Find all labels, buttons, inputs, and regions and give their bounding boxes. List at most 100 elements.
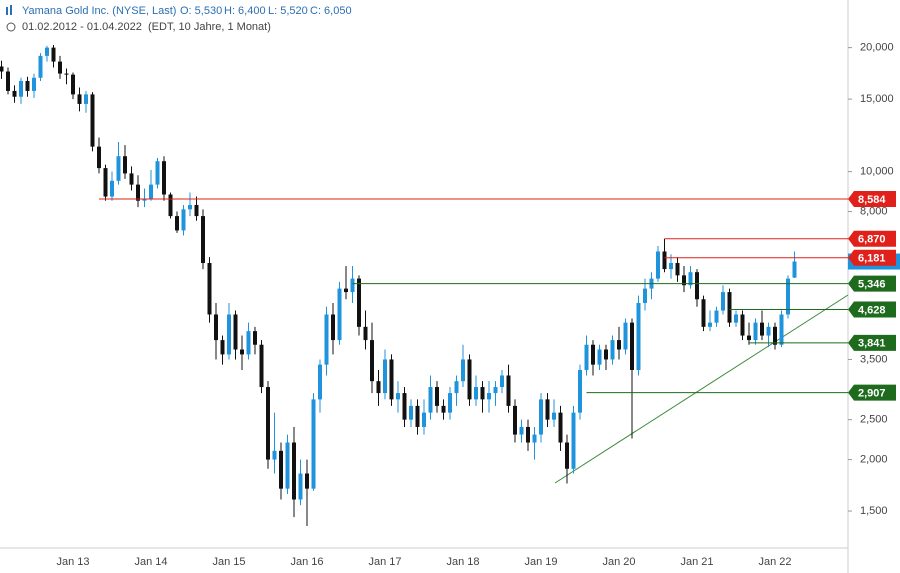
candle-body	[90, 94, 95, 147]
candle-body	[45, 47, 49, 56]
candle-body	[246, 331, 251, 355]
chart-title: Yamana Gold Inc. (NYSE, Last)	[22, 5, 176, 17]
candle-body	[526, 426, 530, 443]
y-tick-label: 15,000	[860, 93, 894, 105]
logo-icon	[6, 5, 12, 15]
candle-body	[227, 314, 231, 355]
trend-line	[554, 294, 849, 484]
candle-body	[617, 340, 621, 350]
candle-body	[64, 73, 69, 75]
level-label: 2,907	[858, 388, 886, 400]
candle-body	[116, 156, 121, 181]
candle-body	[162, 161, 166, 195]
candle-body	[532, 434, 537, 443]
candle-body	[695, 272, 699, 300]
x-tick-label: Jan 15	[212, 556, 245, 568]
candle-body	[727, 292, 732, 323]
candle-body	[19, 80, 23, 97]
candle-body	[636, 302, 641, 370]
clock-icon	[6, 22, 16, 32]
candle-body	[662, 251, 667, 270]
y-tick-label: 3,500	[860, 353, 888, 365]
candle-body	[740, 314, 745, 336]
candle-body	[714, 310, 719, 323]
candle-body	[188, 204, 192, 210]
header-bg	[0, 2, 380, 34]
candle-body	[428, 387, 433, 413]
candle-body	[721, 292, 725, 311]
candle-body	[357, 278, 361, 327]
candle-body	[285, 442, 290, 489]
candle-body	[734, 314, 738, 323]
candle-body	[643, 288, 647, 303]
candle-body	[500, 375, 504, 388]
candle-body	[753, 322, 758, 341]
candle-body	[402, 393, 407, 420]
level-label: 4,628	[858, 304, 886, 316]
candle-body	[779, 314, 784, 345]
candle-body	[324, 314, 329, 365]
candle-body	[760, 322, 764, 336]
candle-body	[506, 375, 511, 406]
candle-body	[84, 94, 88, 104]
candle-body	[136, 184, 140, 201]
candle-body	[415, 405, 420, 427]
candle-body	[461, 359, 465, 382]
candle-body	[97, 146, 101, 169]
x-tick-label: Jan 17	[368, 556, 401, 568]
candle-body	[786, 278, 790, 315]
candle-body	[519, 426, 524, 435]
candle-body	[344, 288, 348, 293]
candle-body	[142, 198, 147, 201]
level-label-box	[848, 249, 896, 266]
candle-body	[610, 340, 615, 360]
candle-body	[0, 66, 4, 72]
x-tick-label: Jan 19	[524, 556, 557, 568]
candle-body	[409, 405, 413, 420]
candle-body	[383, 359, 387, 394]
candle-body	[493, 387, 498, 394]
candle-body	[149, 184, 153, 199]
candle-body	[480, 387, 485, 400]
candle-body	[584, 344, 589, 370]
range-note: (EDT, 10 Jahre, 1 Monat)	[148, 21, 271, 33]
level-label-box	[848, 301, 896, 318]
candle-body	[396, 393, 400, 400]
candle-body	[337, 288, 342, 341]
candle-body	[25, 80, 30, 91]
x-tick-label: Jan 20	[602, 556, 635, 568]
candle-body	[350, 278, 355, 293]
candle-body	[32, 77, 36, 91]
candle-body	[51, 47, 56, 62]
candle-body	[220, 340, 225, 355]
candle-body	[675, 263, 680, 276]
candle-body	[669, 263, 673, 270]
candle-body	[266, 387, 270, 460]
candle-body	[363, 326, 368, 341]
candle-body	[292, 442, 296, 500]
candle-body	[682, 275, 686, 286]
candle-body	[123, 156, 127, 174]
candle-body	[305, 473, 309, 489]
date-range: 01.02.2012 - 01.04.2022	[22, 21, 142, 33]
quote-open: O: 5,530	[180, 5, 222, 17]
candle-body	[513, 405, 517, 435]
level-label: 5,346	[858, 279, 886, 291]
candle-body	[103, 168, 108, 197]
candle-body	[175, 216, 179, 231]
candle-body	[168, 194, 173, 217]
candle-body	[253, 331, 257, 345]
level-label-box	[848, 384, 896, 401]
candle-body	[597, 349, 602, 365]
candle-body	[58, 61, 62, 74]
level-label: 6,181	[858, 253, 886, 265]
candle-body	[71, 74, 75, 95]
x-tick-label: Jan 14	[134, 556, 167, 568]
candle-body	[201, 216, 205, 264]
level-label: 8,584	[858, 194, 886, 206]
candle-body	[298, 473, 303, 500]
candle-body	[194, 204, 199, 217]
x-tick-label: Jan 13	[56, 556, 89, 568]
candle-body	[688, 272, 693, 286]
